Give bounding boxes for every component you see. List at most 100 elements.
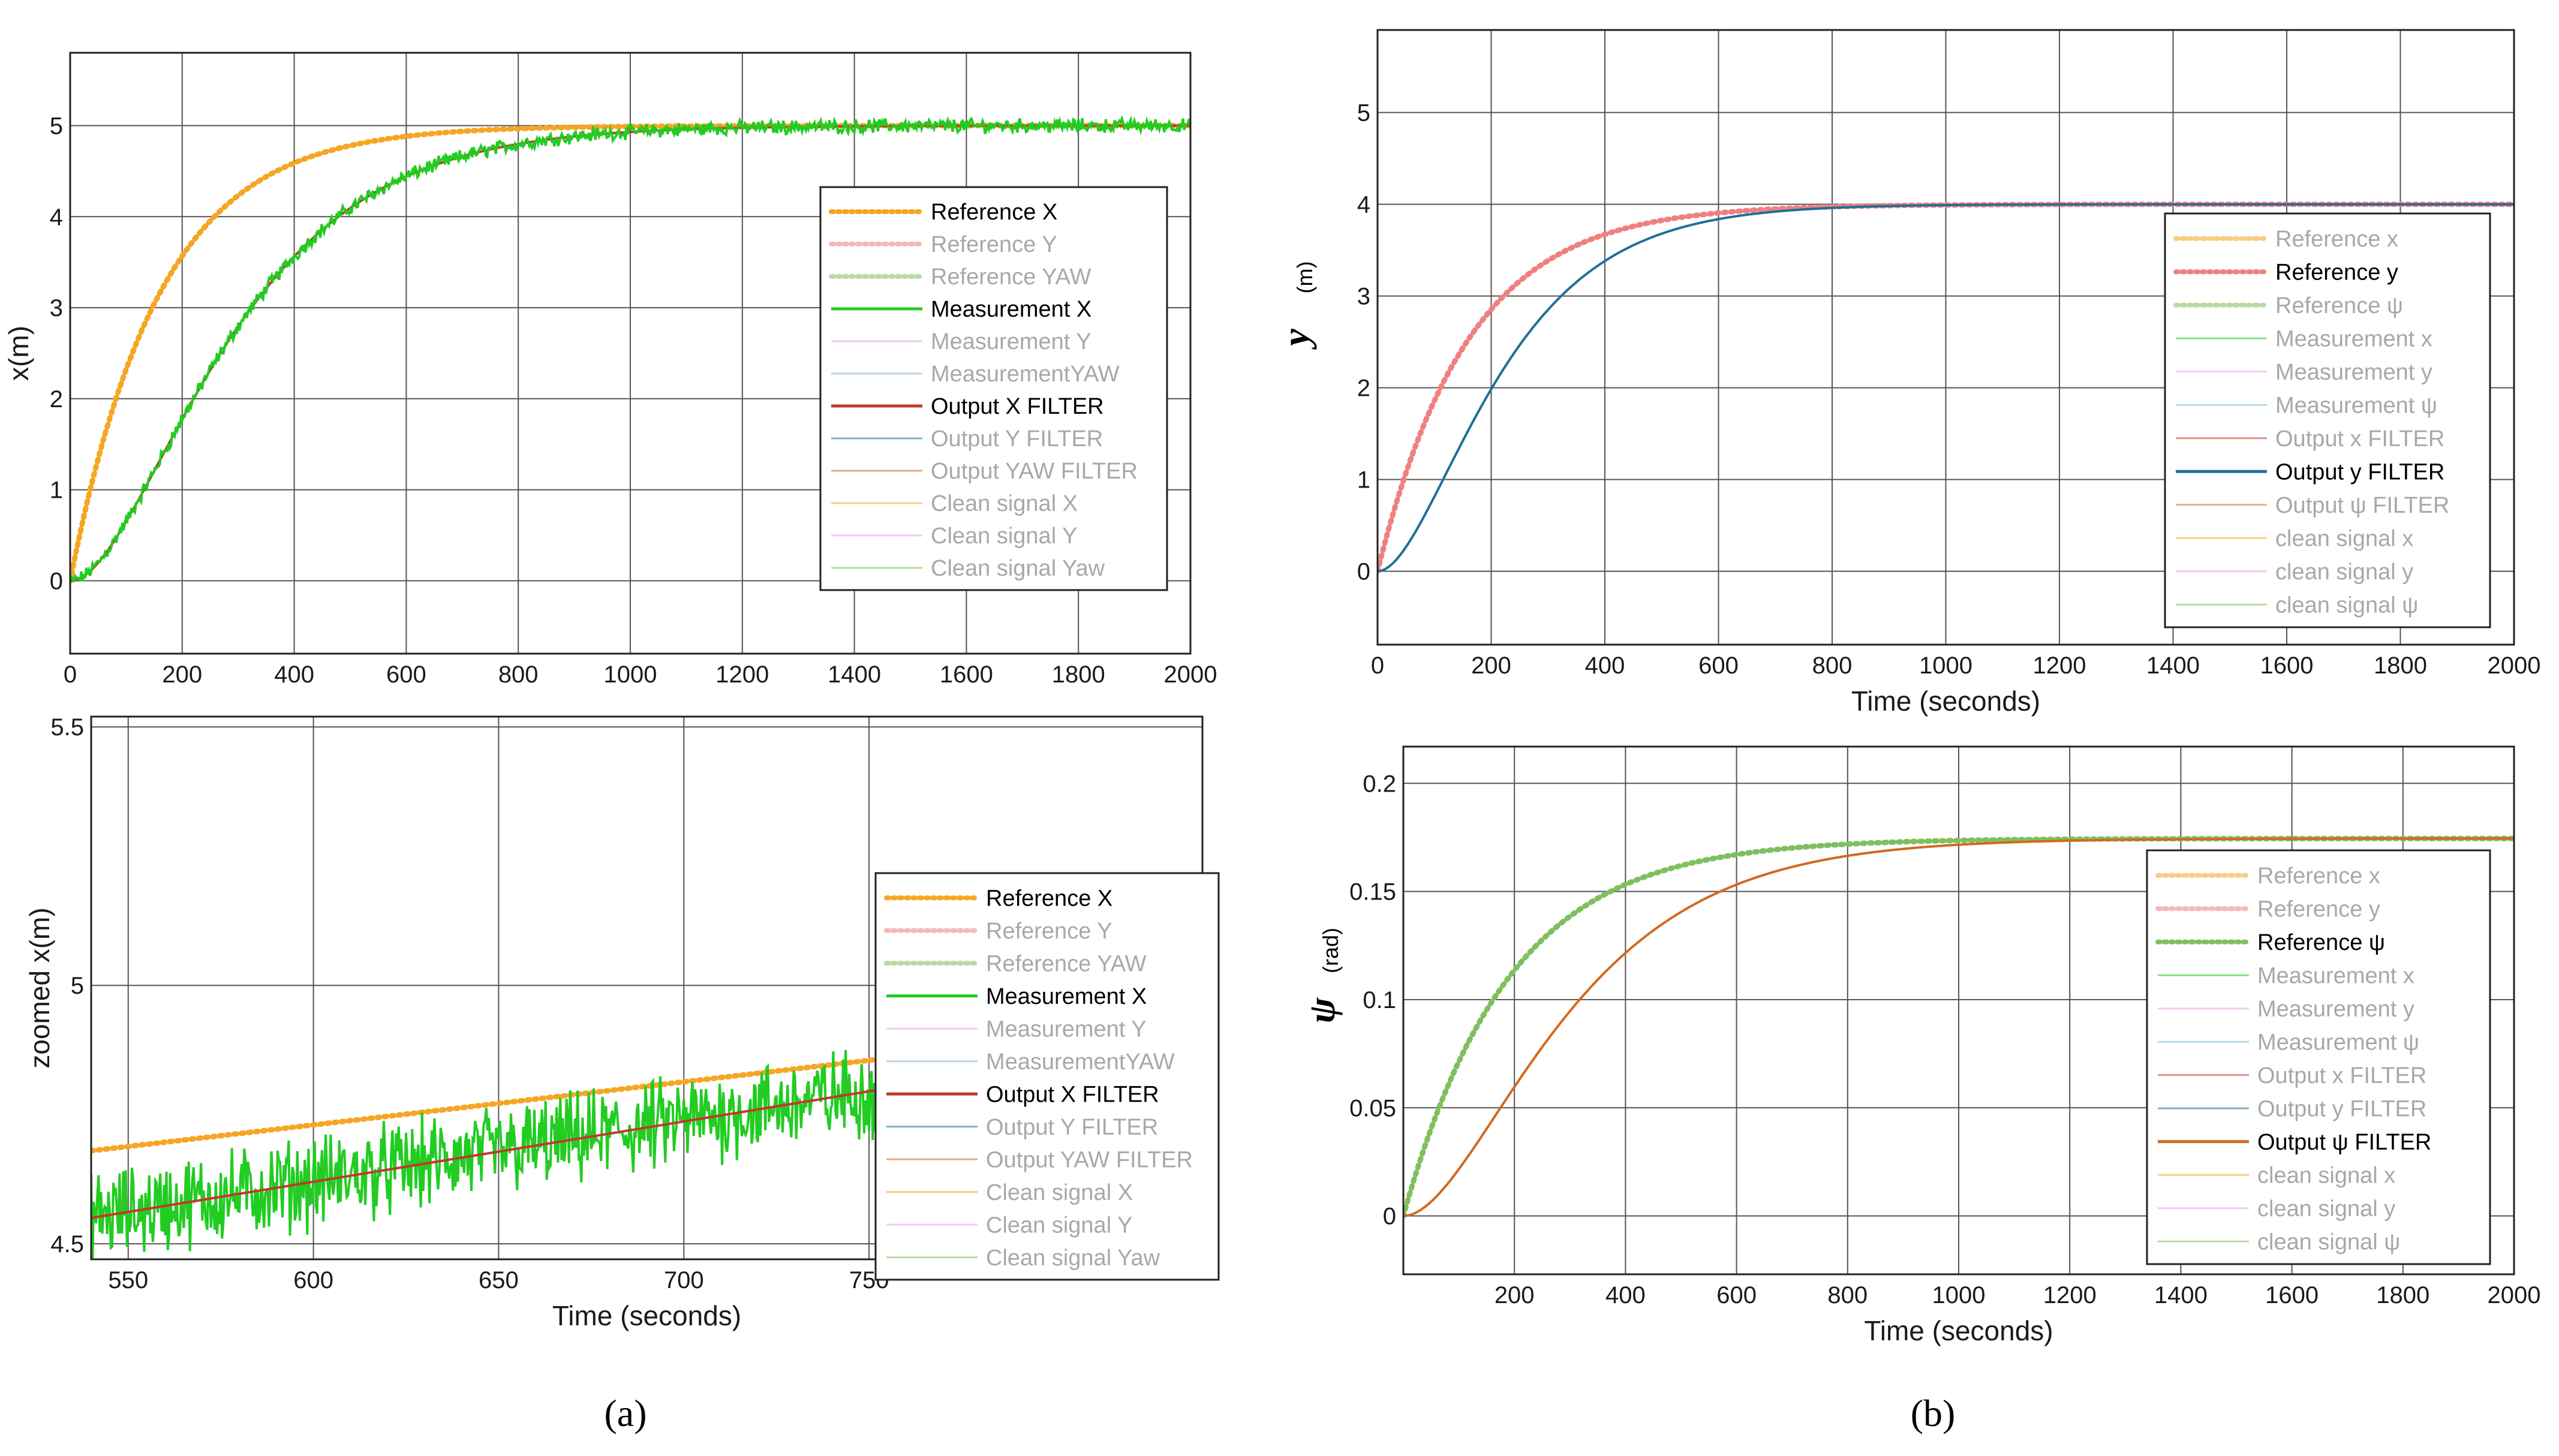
legend-entry-label: Clean signal Yaw: [931, 556, 1105, 581]
legend-entry-label: Output y FILTER: [2275, 459, 2444, 485]
y-tick-label: 0.2: [1363, 771, 1396, 797]
y-tick-label: 5: [71, 973, 84, 999]
legend-entry-label: Reference y: [2275, 260, 2398, 285]
x-tick-label: 400: [274, 661, 314, 688]
y-axis-label: ψ: [1300, 997, 1343, 1023]
x-tick-label: 2000: [1164, 661, 1217, 688]
x-tick-label: 1400: [828, 661, 881, 688]
x-tick-label: 1000: [604, 661, 657, 688]
legend-entry-label: Output y FILTER: [2257, 1096, 2426, 1121]
y-tick-label: 0.15: [1349, 879, 1396, 906]
legend-entry-label: Reference X: [986, 886, 1112, 911]
chart-x-position: 0 200 400 600 800 1000 1200 1400 1600 1800 2000 0 1 2…: [3, 52, 1217, 688]
legend-entry-label: Output Y FILTER: [986, 1115, 1158, 1140]
legend-entry-label: clean signal y: [2275, 559, 2413, 585]
x-tick-label: 1200: [2043, 1282, 2097, 1308]
y-tick-label: 5.5: [50, 714, 84, 741]
x-tick-label: 0: [64, 661, 77, 688]
x-tick-label: 550: [108, 1267, 148, 1293]
x-tick-label: 800: [1827, 1282, 1868, 1308]
y-tick-label: 4: [1357, 192, 1370, 218]
series-output-y-filter: [1378, 203, 2514, 573]
legend-entry-label: Clean signal Yaw: [986, 1246, 1160, 1271]
legend-entry-label: Measurement ψ: [2257, 1030, 2419, 1055]
y-tick-label: 3: [1357, 284, 1370, 310]
legend-entry-label: Reference Y: [931, 232, 1057, 257]
axes-frame: [1376, 29, 2515, 646]
x-tick-label: 600: [293, 1267, 333, 1293]
legend-entry-label: Measurement y: [2257, 997, 2414, 1022]
y-tick-label: 0: [50, 568, 63, 595]
series-measurement-x: [70, 115, 1190, 582]
x-tick-label: 600: [1698, 652, 1739, 679]
legend-entry-label: Reference ψ: [2275, 293, 2403, 318]
x-tick-label: 700: [664, 1267, 704, 1293]
legend-box: [874, 872, 1220, 1281]
x-tick-label: 800: [498, 661, 539, 688]
legend-entry-label: Reference X: [931, 200, 1057, 225]
y-tick-label: 1: [1357, 467, 1370, 494]
y-tick-label: 4.5: [50, 1231, 84, 1258]
y-tick-label: 3: [50, 295, 63, 321]
legend-entry-label: clean signal y: [2257, 1196, 2395, 1222]
legend-entry-label: clean signal ψ: [2275, 592, 2418, 618]
x-tick-label: 1200: [715, 661, 769, 688]
legend-entry-label: Clean signal X: [931, 491, 1078, 516]
y-tick-label: 0.05: [1349, 1095, 1396, 1121]
legend: Reference x Reference y Reference ψ Measure…: [2164, 212, 2491, 628]
x-tick-label: 2000: [2488, 652, 2541, 679]
legend-entry-label: Reference y: [2257, 897, 2380, 922]
legend-entry-label: Clean signal X: [986, 1180, 1133, 1205]
legend-entry-label: Output X FILTER: [986, 1082, 1159, 1107]
x-tick-label: 1400: [2146, 652, 2200, 679]
legend-entry-label: Measurement Y: [986, 1016, 1147, 1042]
legend-entry-label: Reference x: [2257, 864, 2380, 889]
legend-entry-label: Output x FILTER: [2275, 426, 2444, 452]
x-tick-label: 600: [386, 661, 426, 688]
legend-entry-label: clean signal x: [2257, 1163, 2395, 1188]
x-tick-label: 1800: [2376, 1282, 2429, 1308]
legend-entry-label: Measurement x: [2275, 326, 2432, 351]
x-tick-label: 400: [1585, 652, 1625, 679]
series-group: [1378, 201, 2514, 574]
x-tick-label: 1000: [1932, 1282, 1986, 1308]
y-axis-label: zoomed x(m): [24, 907, 55, 1068]
x-tick-label: 400: [1605, 1282, 1646, 1308]
legend-entry-label: Reference ψ: [2257, 930, 2385, 955]
legend-entry-label: Output ψ FILTER: [2257, 1130, 2431, 1155]
x-tick-label: 1000: [1919, 652, 1972, 679]
chart-y-position: 0 200 400 600 800 1000 1200 1400 1600 1800 2000 0 1 2…: [1274, 29, 2541, 717]
legend-entry-label: Output Y FILTER: [931, 426, 1103, 452]
legend-entry-label: Clean signal Y: [931, 524, 1077, 549]
axes-frame: [69, 52, 1192, 655]
legend-box: [819, 186, 1168, 591]
y-axis-label: x(m): [3, 326, 34, 381]
x-tick-label: 200: [1494, 1282, 1535, 1308]
legend-entry-label: Measurement y: [2275, 360, 2432, 385]
caption-b: (b): [1911, 1392, 1956, 1434]
caption-a: (a): [604, 1392, 646, 1434]
y-tick-label: 0: [1383, 1204, 1396, 1230]
y-tick-label: 4: [50, 204, 63, 230]
y-axis-label: y: [1274, 329, 1317, 350]
x-tick-label: 600: [1716, 1282, 1757, 1308]
x-tick-label: 1600: [2260, 652, 2314, 679]
x-tick-label: 1200: [2033, 652, 2086, 679]
series-group: [1403, 835, 2514, 1219]
x-tick-label: 1400: [2154, 1282, 2208, 1308]
x-axis-label: Time (seconds): [1851, 685, 2040, 717]
x-tick-label: 2000: [2488, 1282, 2541, 1308]
x-tick-label: 1800: [2374, 652, 2427, 679]
y-tick-label: 5: [50, 113, 63, 139]
x-tick-label: 0: [1371, 652, 1384, 679]
x-tick-label: 1600: [940, 661, 993, 688]
legend-entry-label: Reference x: [2275, 227, 2398, 252]
legend-entry-label: Reference Y: [986, 919, 1112, 944]
legend-entry-label: Reference YAW: [986, 951, 1147, 976]
legend-entry-label: Output x FILTER: [2257, 1063, 2426, 1088]
legend-entry-label: Reference YAW: [931, 264, 1091, 290]
legend-entry-label: Output YAW FILTER: [931, 459, 1138, 484]
y-tick-label: 0.1: [1363, 987, 1396, 1013]
legend-entry-label: Measurement x: [2257, 963, 2414, 988]
